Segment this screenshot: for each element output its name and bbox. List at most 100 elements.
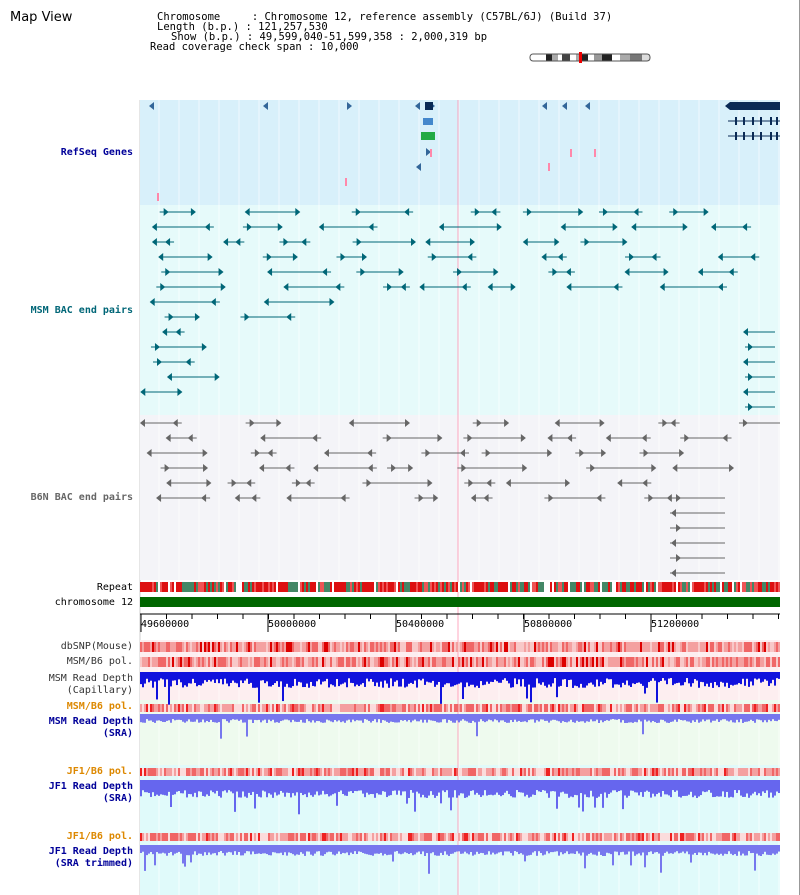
jf1-b6-pol-cell xyxy=(620,768,622,776)
repeat-segment xyxy=(516,582,518,592)
jf1-trim-depth-bar xyxy=(162,845,164,853)
msm-depth-bar xyxy=(600,672,602,682)
msm-depth-bar xyxy=(432,672,434,681)
jf1-trim-depth-bar xyxy=(180,845,182,854)
jf1-b6-pol-cell xyxy=(456,768,458,776)
track-label-msm-bac[interactable]: MSM BAC end pairs xyxy=(30,305,133,316)
msm-bac-pair-end xyxy=(286,313,292,321)
repeat-segment xyxy=(196,582,198,592)
jf1-b6-pol-2-cell xyxy=(154,833,156,841)
msm-b6-pol-sra-cell xyxy=(686,704,688,712)
jf1-sra-depth-bar xyxy=(564,780,566,794)
msm-depth-bar xyxy=(144,672,146,684)
msm-sra-depth-bar xyxy=(530,714,532,720)
jf1-b6-pol-cell xyxy=(148,768,150,776)
jf1-b6-pol-cell xyxy=(592,768,594,776)
refseq-gene-mark xyxy=(430,149,432,157)
msm-depth-bar xyxy=(386,672,388,684)
jf1-trim-depth-bar xyxy=(742,845,744,854)
msm-bac-pair-end xyxy=(552,268,558,276)
repeat-segment xyxy=(460,582,462,592)
msm-depth-bar xyxy=(754,672,756,679)
msm-b6-pol-sra-cell xyxy=(324,704,326,712)
repeat-segment xyxy=(172,582,174,592)
jf1-b6-pol-2-cell xyxy=(768,833,770,841)
dbsnp-cell xyxy=(534,642,536,652)
track-label-refseq[interactable]: RefSeq Genes xyxy=(60,147,133,158)
jf1-trim-depth-bar xyxy=(392,845,394,862)
jf1-b6-pol-2-cell xyxy=(246,833,248,841)
msm-sra-depth-bar xyxy=(218,714,220,723)
jf1-b6-pol-2-cell xyxy=(650,833,652,841)
jf1-b6-pol-cell xyxy=(396,768,398,776)
jf1-trim-depth-bar xyxy=(526,845,528,856)
repeat-segment xyxy=(400,582,402,592)
jf1-b6-pol-cell xyxy=(430,768,432,776)
jf1-b6-pol-cell xyxy=(552,768,554,776)
dbsnp-cell xyxy=(148,642,150,652)
msm-sra-depth-bar xyxy=(656,714,658,723)
dbsnp-cell xyxy=(334,642,336,652)
msm-b6-pol-sra-cell xyxy=(164,704,166,712)
jf1-trim-depth-bar xyxy=(328,845,330,852)
jf1-b6-pol-2-cell xyxy=(318,833,320,841)
jf1-sra-depth-bar xyxy=(632,780,634,791)
repeat-segment xyxy=(676,582,678,592)
b6n-bac-pair-end xyxy=(565,479,571,487)
jf1-sra-depth-bar xyxy=(252,780,254,792)
msm-sra-depth-bar xyxy=(434,714,436,722)
jf1-b6-pol-cell xyxy=(412,768,414,776)
msm-depth-bar xyxy=(260,672,262,681)
jf1-b6-pol-cell xyxy=(236,768,238,776)
msm-sra-depth-bar xyxy=(396,714,398,723)
jf1-trim-depth-bar xyxy=(544,845,546,855)
msm-bac-pair-end xyxy=(322,268,328,276)
jf1-b6-pol-cell xyxy=(652,768,654,776)
msm-b6-pol-cell xyxy=(558,657,560,667)
jf1-b6-pol-2-cell xyxy=(298,833,300,841)
msm-b6-pol-sra-cell xyxy=(276,704,278,712)
msm-b6-pol-cell xyxy=(390,657,392,667)
msm-b6-pol-sra-cell xyxy=(474,704,476,712)
msm-b6-pol-cell xyxy=(180,657,182,667)
msm-b6-pol-sra-cell xyxy=(204,704,206,712)
msm-sra-depth-bar xyxy=(596,714,598,720)
msm-depth-bar xyxy=(576,672,578,687)
jf1-sra-depth-bar xyxy=(728,780,730,798)
dbsnp-cell xyxy=(660,642,662,652)
msm-b6-pol-sra-cell xyxy=(752,704,754,712)
track-label-b6n-bac[interactable]: B6N BAC end pairs xyxy=(30,492,133,503)
msm-b6-pol-sra-cell xyxy=(612,704,614,712)
msm-b6-pol-sra-cell xyxy=(506,704,508,712)
jf1-b6-pol-2-cell xyxy=(344,833,346,841)
jf1-b6-pol-cell xyxy=(194,768,196,776)
msm-b6-pol-cell xyxy=(342,657,344,667)
jf1-sra-depth-bar xyxy=(460,780,462,794)
msm-depth-bar xyxy=(692,672,694,684)
jf1-sra-depth-bar xyxy=(286,780,288,793)
jf1-b6-pol-cell xyxy=(758,768,760,776)
msm-depth-bar xyxy=(752,672,754,686)
jf1-b6-pol-2-cell xyxy=(348,833,350,841)
dbsnp-cell xyxy=(236,642,238,652)
msm-b6-pol-sra-cell xyxy=(644,704,646,712)
msm-depth-bar xyxy=(460,672,462,683)
jf1-trim-depth-bar xyxy=(246,845,248,852)
msm-b6-pol-cell xyxy=(142,657,144,667)
b6n-bac-pair-end xyxy=(340,494,346,502)
jf1-b6-pol-2-cell xyxy=(490,833,492,841)
jf1-sra-depth-bar xyxy=(226,780,228,793)
msm-b6-pol-sra-cell xyxy=(660,704,662,712)
msm-b6-pol-cell xyxy=(450,657,452,667)
msm-sra-depth-bar xyxy=(280,714,282,722)
jf1-b6-pol-2-cell xyxy=(372,833,374,841)
b6n-bac-pair-end xyxy=(605,434,611,442)
msm-sra-depth-bar xyxy=(496,714,498,721)
msm-sra-depth-bar xyxy=(426,714,428,723)
msm-b6-pol-sra-cell xyxy=(550,704,552,712)
jf1-b6-pol-2-cell xyxy=(746,833,748,841)
msm-bac-pair-end xyxy=(629,253,635,261)
jf1-b6-pol-cell xyxy=(576,768,578,776)
msm-depth-bar xyxy=(166,672,168,680)
